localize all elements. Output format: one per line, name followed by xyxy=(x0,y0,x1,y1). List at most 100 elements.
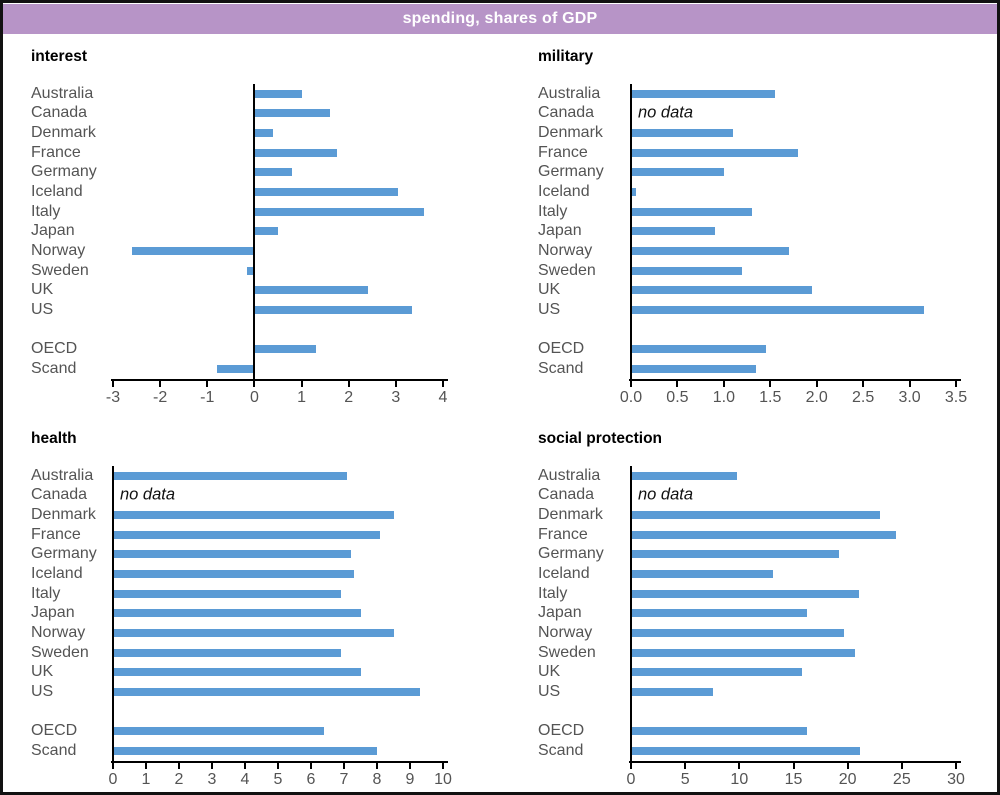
chart-row: France xyxy=(538,143,968,163)
bar-scand xyxy=(216,364,255,373)
plot-strip xyxy=(113,584,443,604)
axis-tick xyxy=(206,380,209,387)
chart-row: UK xyxy=(31,662,455,682)
plot-strip xyxy=(631,182,956,202)
plot-strip xyxy=(631,721,956,741)
bar-italy xyxy=(254,207,425,216)
axis-tick xyxy=(630,762,632,769)
plot-strip xyxy=(113,505,443,525)
y-axis-line xyxy=(630,466,632,763)
chart-row: UK xyxy=(538,662,968,682)
category-label: Sweden xyxy=(31,643,89,661)
category-label: Scand xyxy=(31,359,77,377)
chart-row: Sweden xyxy=(31,643,455,663)
category-label: Japan xyxy=(538,604,582,622)
axis-tick-label: -1 xyxy=(200,388,215,406)
panel-interest: interest Australia Canada Denmark France Germ… xyxy=(31,48,455,409)
chart-row: Italy xyxy=(31,202,455,222)
bar-australia xyxy=(631,471,738,480)
axis-tick xyxy=(442,762,444,769)
plot-strip xyxy=(631,280,956,300)
bar-australia xyxy=(254,89,302,98)
plot-strip xyxy=(113,603,443,623)
chart-row: Germany xyxy=(31,545,455,565)
chart-row: UK xyxy=(31,280,455,300)
category-label: Sweden xyxy=(538,643,596,661)
chart-row: Japan xyxy=(31,603,455,623)
bar-germany xyxy=(631,168,724,177)
chart-row: Australia xyxy=(538,84,968,104)
chart-row: Germany xyxy=(538,545,968,565)
plot-strip xyxy=(113,564,443,584)
category-label: Norway xyxy=(538,241,593,259)
bar-iceland xyxy=(254,188,399,197)
category-label: Germany xyxy=(538,163,604,181)
category-label: US xyxy=(31,682,54,700)
bar-france xyxy=(631,148,799,157)
bar-japan xyxy=(113,609,361,618)
plot-strip: no data xyxy=(631,104,956,124)
bar-uk xyxy=(113,668,361,677)
chart-row: Iceland xyxy=(31,564,455,584)
bar-scand xyxy=(631,746,860,755)
axis-tick-label: 5 xyxy=(680,770,690,788)
plot-strip: no data xyxy=(113,486,443,506)
x-axis-health: 0 1 2 3 4 5 6 7 8 9 10 xyxy=(31,760,455,791)
chart-row: Japan xyxy=(538,603,968,623)
bar-us xyxy=(113,687,420,696)
chart-row: US xyxy=(31,682,455,702)
plot-strip xyxy=(631,623,956,643)
category-label: UK xyxy=(31,281,54,299)
group-spacer xyxy=(31,320,455,340)
axis-tick xyxy=(343,762,345,769)
no-data-label: no data xyxy=(638,103,694,122)
axis-tick xyxy=(955,380,957,387)
axis-tick-label: 8 xyxy=(372,770,382,788)
no-data-label: no data xyxy=(638,485,694,504)
chart-row: Scand xyxy=(31,741,455,761)
plot-strip xyxy=(113,359,443,379)
axis-tick xyxy=(394,380,397,387)
category-label: Canada xyxy=(538,104,595,122)
plot-strip xyxy=(631,300,956,320)
bar-oecd xyxy=(631,345,766,354)
no-data-label: no data xyxy=(120,485,176,504)
y-axis-line xyxy=(253,84,256,381)
category-label: OECD xyxy=(538,340,585,358)
axis-tick xyxy=(159,380,162,387)
category-label: Scand xyxy=(31,741,77,759)
category-label: Japan xyxy=(31,222,75,240)
category-label: UK xyxy=(538,663,561,681)
bar-us xyxy=(254,305,413,314)
axis-tick xyxy=(846,762,849,769)
axis-tick xyxy=(908,380,911,387)
chart-row: US xyxy=(538,682,968,702)
category-label: Australia xyxy=(31,466,94,484)
plot-strip xyxy=(631,84,956,104)
bar-denmark xyxy=(113,511,394,520)
category-label: Italy xyxy=(31,202,61,220)
chart-interest: Australia Canada Denmark France Germany Icela… xyxy=(31,84,455,409)
axis-tick-label: 0.5 xyxy=(666,388,689,406)
chart-military: Australia Canada no data Denmark France Germa… xyxy=(538,84,968,409)
x-axis-military: 0.0 0.5 1.0 1.5 2.0 2.5 3.0 3.5 xyxy=(538,378,968,409)
axis-tick-label: 2.5 xyxy=(852,388,875,406)
plot-strip xyxy=(113,221,443,241)
category-label: Denmark xyxy=(31,506,96,524)
axis-tick-label: 10 xyxy=(730,770,749,788)
axis-tick-label: 2 xyxy=(344,388,354,406)
chart-row: Denmark xyxy=(31,505,455,525)
plot-strip xyxy=(113,339,443,359)
bar-iceland xyxy=(631,570,773,579)
bar-japan xyxy=(254,227,278,236)
category-label: Iceland xyxy=(31,183,83,201)
category-label: Italy xyxy=(31,584,61,602)
plot-strip xyxy=(631,525,956,545)
category-label: Denmark xyxy=(31,124,96,142)
axis-tick-label: 2 xyxy=(174,770,184,788)
plot-strip xyxy=(631,339,956,359)
chart-row: Denmark xyxy=(538,123,968,143)
bar-iceland xyxy=(113,570,354,579)
x-axis-line xyxy=(629,378,961,381)
